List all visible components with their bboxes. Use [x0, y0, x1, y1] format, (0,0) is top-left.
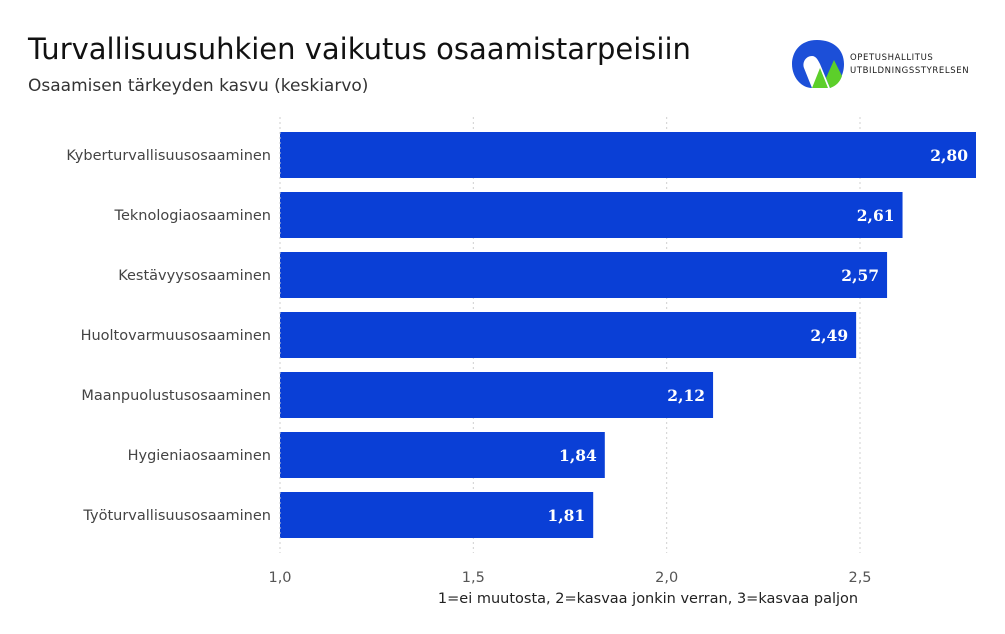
bar	[280, 192, 903, 238]
value-label: 2,49	[810, 326, 848, 345]
value-label: 2,61	[857, 206, 895, 225]
x-tick-label: 1,0	[268, 570, 291, 586]
category-label: Kyberturvallisuusosaaminen	[66, 148, 271, 164]
bar	[280, 132, 976, 178]
value-label: 1,81	[547, 506, 585, 525]
bar	[280, 252, 888, 298]
bar	[280, 492, 594, 538]
bar	[280, 372, 714, 418]
logo-mark-icon	[792, 40, 844, 88]
category-label: Hygieniaosaaminen	[128, 448, 271, 464]
logo-text-line1: OPETUSHALLITUS	[850, 53, 934, 63]
category-label: Huoltovarmuusosaaminen	[81, 328, 271, 344]
x-axis-label: 1=ei muutosta, 2=kasvaa jonkin verran, 3…	[438, 591, 858, 607]
category-label: Työturvallisuusosaaminen	[82, 508, 271, 524]
bar	[280, 312, 857, 358]
category-label: Maanpuolustusosaaminen	[81, 388, 271, 404]
x-tick-label: 2,0	[655, 570, 678, 586]
value-label: 2,12	[667, 386, 705, 405]
bar	[280, 432, 605, 478]
opetushallitus-logo: OPETUSHALLITUS UTBILDNINGSSTYRELSEN	[790, 38, 980, 90]
chart-subtitle: Osaamisen tärkeyden kasvu (keskiarvo)	[28, 76, 369, 96]
chart-title: Turvallisuusuhkien vaikutus osaamistarpe…	[28, 32, 691, 66]
category-label: Teknologiaosaaminen	[114, 208, 271, 224]
category-label: Kestävyysosaaminen	[118, 268, 271, 284]
x-tick-label: 1,5	[462, 570, 485, 586]
logo-text-line2: UTBILDNINGSSTYRELSEN	[850, 66, 970, 76]
x-tick-label: 2,5	[848, 570, 871, 586]
value-label: 2,57	[841, 266, 879, 285]
value-label: 1,84	[559, 446, 597, 465]
value-label: 2,80	[930, 146, 968, 165]
